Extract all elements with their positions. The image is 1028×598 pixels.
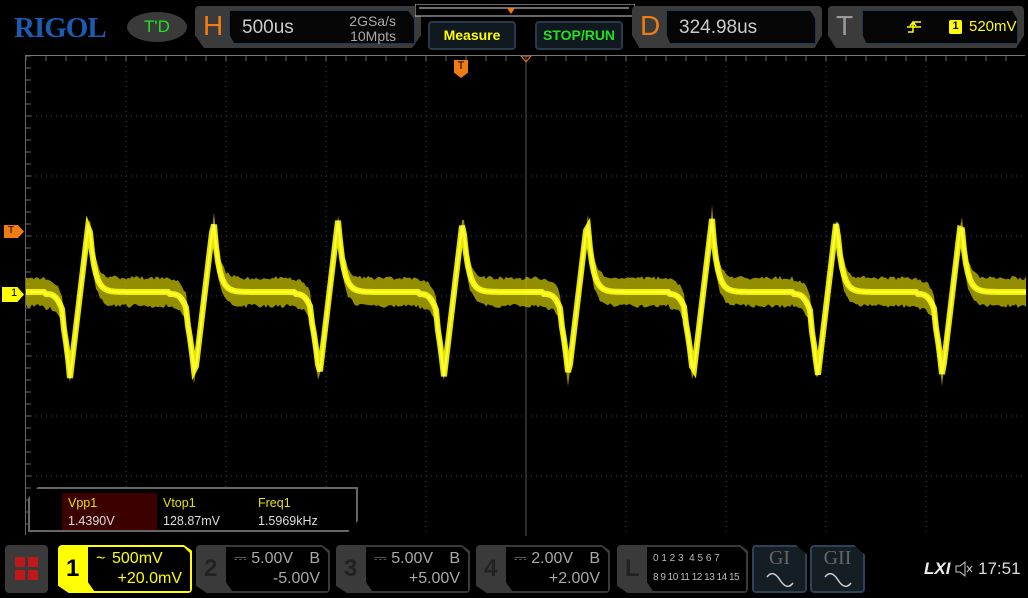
- channel-4-button[interactable]: 4 ⎓ 2.00V B +2.00V: [476, 545, 610, 593]
- measurement-vpp[interactable]: Vpp1 1.4390V: [62, 493, 157, 530]
- rigol-logo: RIGOL: [14, 12, 106, 45]
- trigger-panel[interactable]: T 1 520mV A: [828, 6, 1024, 48]
- logic-analyzer-button[interactable]: L 0 1 2 3 4 5 6 7 8 9 10 11 12 13 14 15: [617, 545, 748, 593]
- measure-button[interactable]: Measure: [428, 21, 516, 50]
- coupling-dc-icon: ⎓ 5.00V: [374, 550, 433, 568]
- sample-rate: 2GSa/s: [349, 13, 396, 29]
- generator-2-button[interactable]: GII: [810, 545, 865, 593]
- rising-edge-icon: [907, 18, 923, 36]
- main-menu-button[interactable]: [5, 545, 48, 593]
- delay-value: 324.98us: [679, 17, 757, 39]
- waveform-display[interactable]: [25, 55, 1025, 535]
- lxi-logo: LXI: [924, 559, 950, 579]
- measurement-panel: Vpp1 1.4390V Vtop1 128.87mV Freq1 1.5969kHz: [28, 487, 358, 532]
- speaker-muted-icon[interactable]: [954, 560, 974, 578]
- measurement-freq[interactable]: Freq1 1.5969kHz: [252, 493, 347, 530]
- trigger-label: T: [836, 10, 853, 42]
- trigger-position-bar: [415, 4, 635, 18]
- coupling-ac-icon: ~: [96, 550, 105, 568]
- horizontal-label: H: [203, 10, 223, 42]
- trigger-source-badge: 1: [949, 20, 962, 34]
- delay-panel[interactable]: D 324.98us: [632, 6, 822, 48]
- stop-run-button[interactable]: STOP/RUN: [535, 21, 623, 50]
- delay-label: D: [640, 10, 660, 42]
- memory-depth: 10Mpts: [350, 28, 396, 44]
- coupling-dc-icon: ⎓ 5.00V: [234, 550, 293, 568]
- timebase: 500us: [242, 17, 294, 39]
- sine-wave-icon: [765, 573, 795, 587]
- channel-3-button[interactable]: 3 ⎓ 5.00V B +5.00V: [336, 545, 470, 593]
- menu-grid-icon: [15, 557, 39, 581]
- coupling-dc-icon: ⎓ 2.00V: [514, 550, 573, 568]
- horizontal-panel[interactable]: H 500us 2GSa/s 10Mpts: [195, 6, 421, 48]
- channel-1-button[interactable]: 1 ~ 500mV +20.0mV: [58, 545, 192, 593]
- generator-1-button[interactable]: GI: [752, 545, 807, 593]
- measurement-vtop[interactable]: Vtop1 128.87mV: [157, 493, 252, 530]
- sine-wave-icon: [823, 573, 853, 587]
- trigger-level-marker[interactable]: T: [4, 225, 24, 238]
- run-status[interactable]: T'D: [127, 12, 187, 42]
- channel1-offset-marker[interactable]: 1: [2, 287, 24, 302]
- clock-time: 17:51: [978, 559, 1021, 579]
- channel-2-button[interactable]: 2 ⎓ 5.00V B -5.00V: [196, 545, 330, 593]
- trigger-level: 520mV: [969, 18, 1017, 35]
